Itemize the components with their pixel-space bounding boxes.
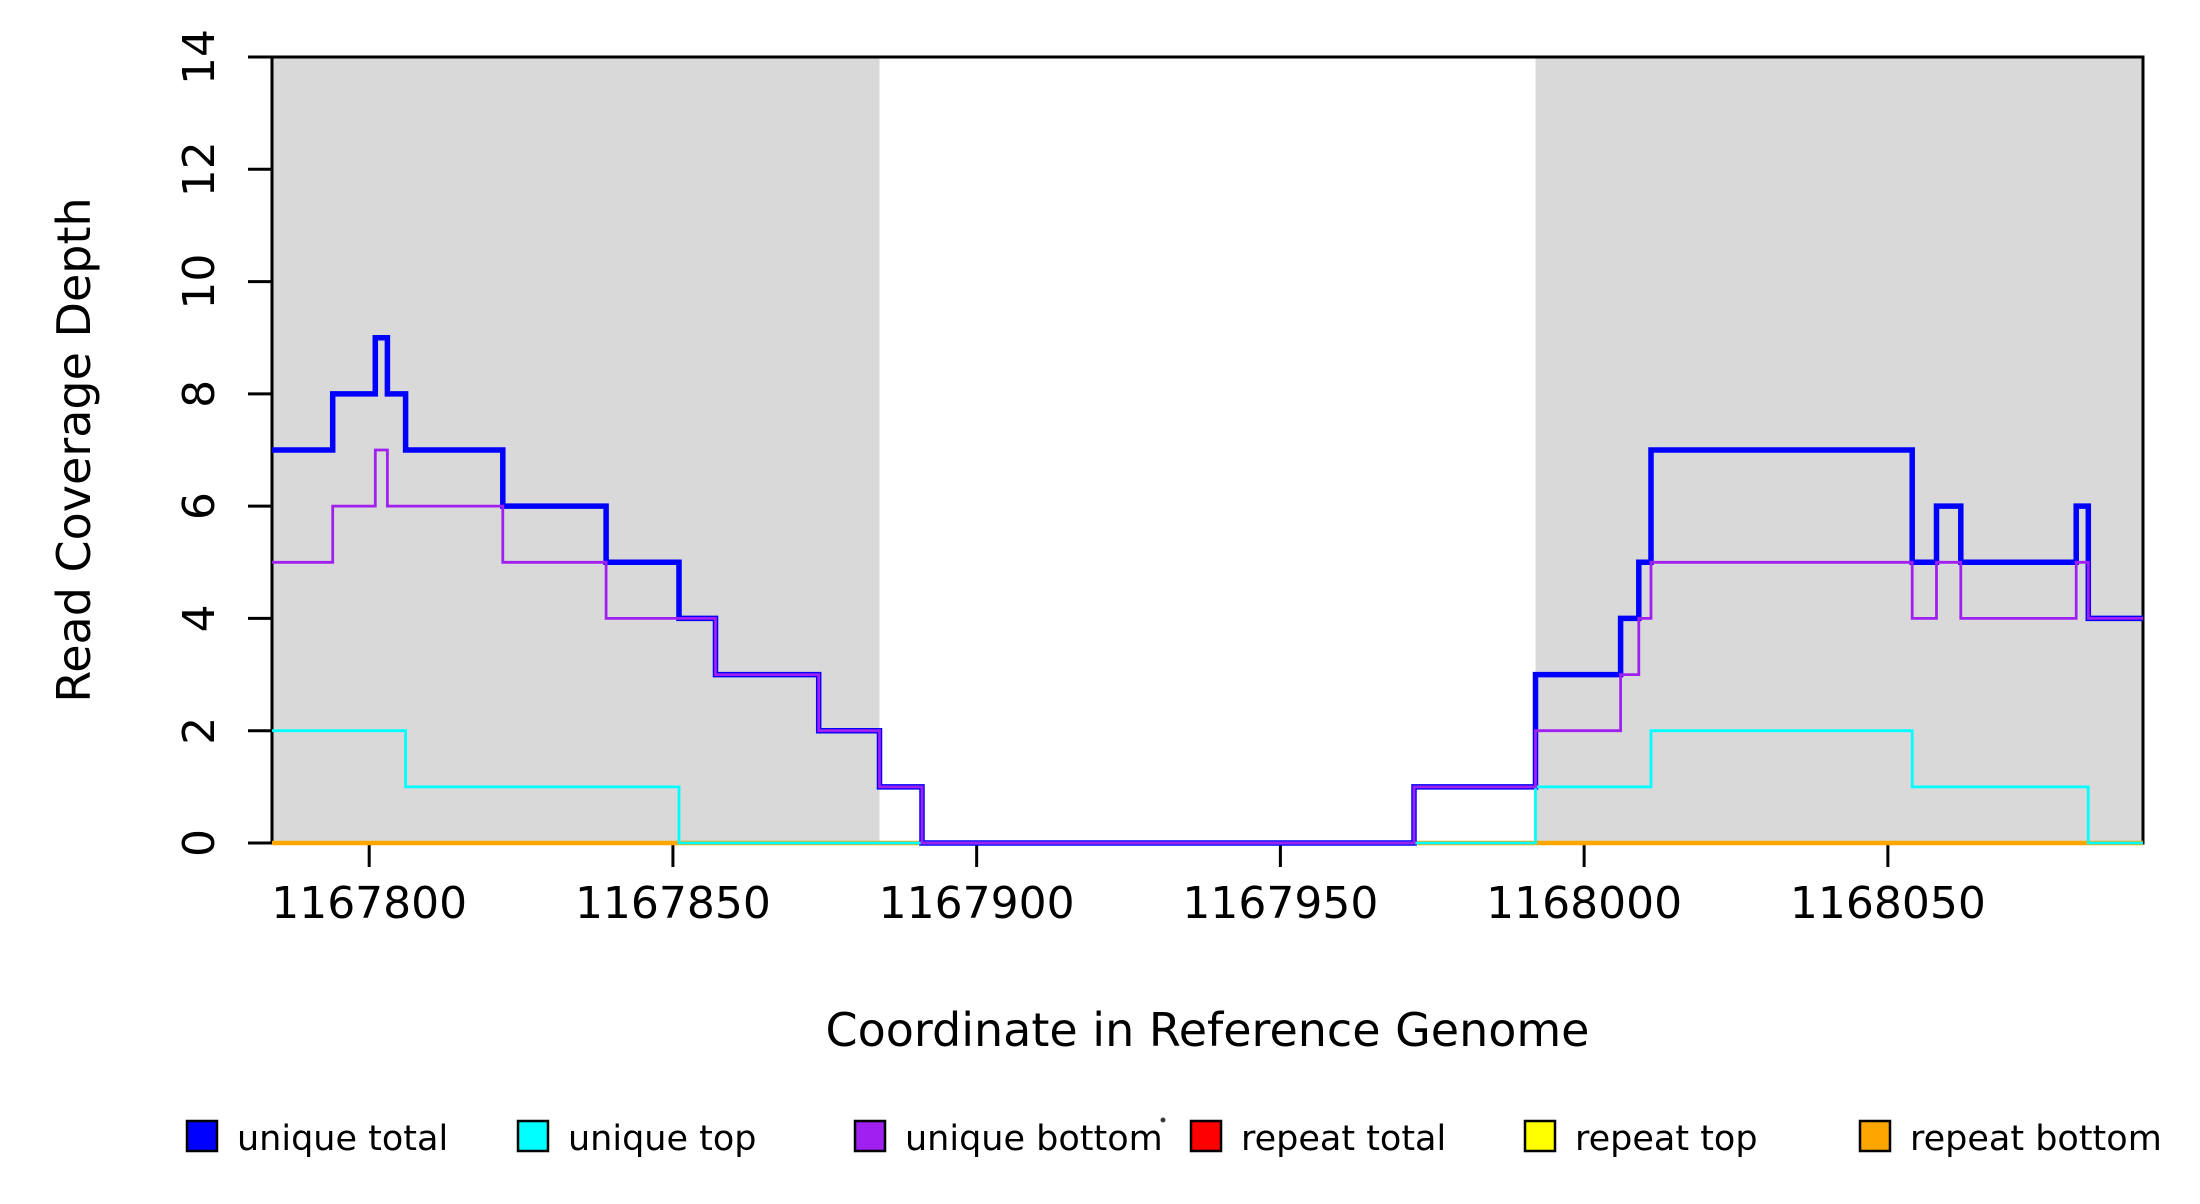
legend-label-repeat-top: repeat top	[1575, 1119, 1758, 1159]
y-tick-label: 10	[174, 254, 225, 310]
legend: unique total unique top unique bottom repea…	[185, 1119, 2162, 1159]
x-tick-label: 1167850	[575, 878, 771, 929]
legend-swatch-unique-top	[516, 1119, 550, 1153]
y-axis: 0 2 4 6 8 10 12 14	[174, 29, 272, 857]
repeat-region-shading-left	[272, 57, 880, 843]
y-tick-label: 12	[174, 141, 225, 197]
x-tick-label: 1167950	[1182, 878, 1378, 929]
y-tick-label: 2	[174, 717, 225, 745]
legend-label-repeat-total: repeat total	[1241, 1119, 1446, 1159]
legend-label-repeat-bottom: repeat bottom	[1910, 1119, 2162, 1159]
y-tick-label: 6	[174, 492, 225, 520]
legend-swatch-repeat-total	[1189, 1119, 1223, 1153]
legend-label-unique-bottom: unique bottom	[905, 1119, 1163, 1159]
y-axis-title: Read Coverage Depth	[47, 197, 101, 702]
series-line-unique-bottom	[272, 448, 2143, 845]
y-tick-label: 4	[174, 604, 225, 632]
x-tick-label: 1168000	[1486, 878, 1682, 929]
x-tick-label: 1168050	[1790, 878, 1986, 929]
x-axis-title: Coordinate in Reference Genome	[826, 1003, 1590, 1057]
legend-swatch-unique-bottom	[853, 1119, 887, 1153]
legend-swatch-repeat-bottom	[1858, 1119, 1892, 1153]
legend-label-unique-total: unique total	[237, 1119, 448, 1159]
y-tick-label: 8	[174, 380, 225, 408]
x-tick-label: 1167900	[879, 878, 1075, 929]
x-tick-label: 1167800	[271, 878, 467, 929]
y-tick-label: 0	[174, 829, 225, 857]
x-axis: 1167800 1167850 1167900 1167950 1168000 11680…	[271, 843, 1986, 929]
stray-dot-artifact	[1160, 1117, 1166, 1123]
legend-swatch-unique-total	[185, 1119, 219, 1153]
series-line-unique-top	[272, 729, 2143, 845]
legend-label-unique-top: unique top	[568, 1119, 757, 1159]
y-tick-label: 14	[174, 29, 225, 85]
legend-swatch-repeat-top	[1523, 1119, 1557, 1153]
